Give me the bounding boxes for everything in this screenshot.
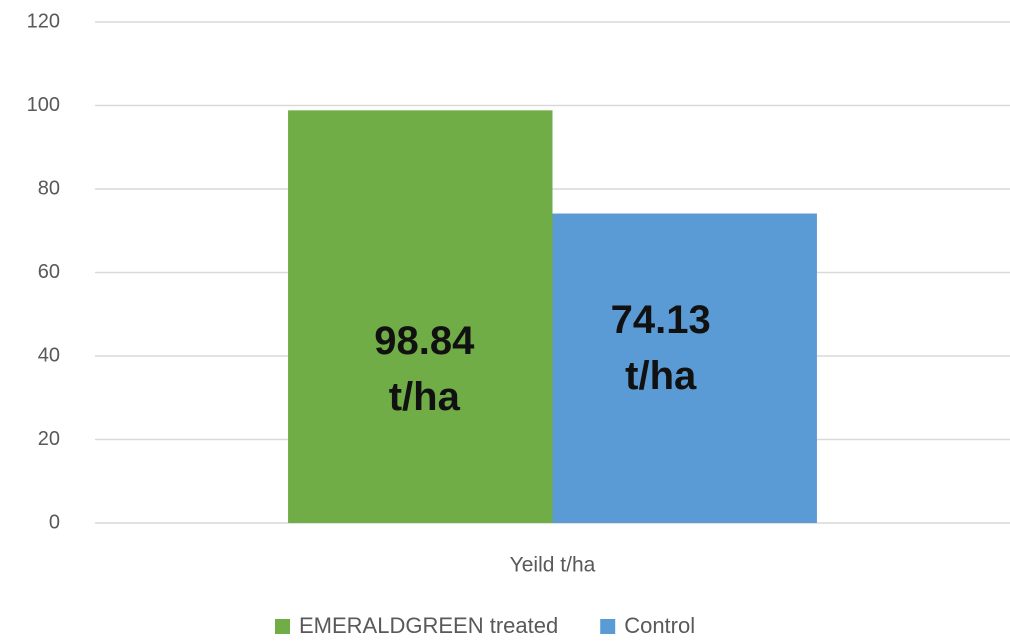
y-tick-label: 40	[38, 344, 60, 366]
legend-swatch	[275, 619, 290, 634]
value-label: 74.13 t/ha	[576, 292, 746, 404]
legend-label: EMERALDGREEN treated	[299, 613, 558, 638]
y-tick-label: 0	[49, 511, 60, 533]
y-tick-label: 100	[27, 94, 60, 116]
y-tick-label: 20	[38, 428, 60, 450]
chart: 0 20 40 60 80 100 120 Yeild t/ha EMERALDGREEN tr…	[0, 0, 1010, 641]
y-tick-label: 60	[38, 261, 60, 283]
legend-label: Control	[624, 613, 695, 638]
x-tick-label: Yeild t/ha	[510, 554, 596, 577]
value-label: 98.84 t/ha	[339, 313, 509, 425]
y-tick-label: 80	[38, 177, 60, 199]
y-tick-label: 120	[27, 10, 60, 32]
legend-swatch	[600, 619, 615, 634]
